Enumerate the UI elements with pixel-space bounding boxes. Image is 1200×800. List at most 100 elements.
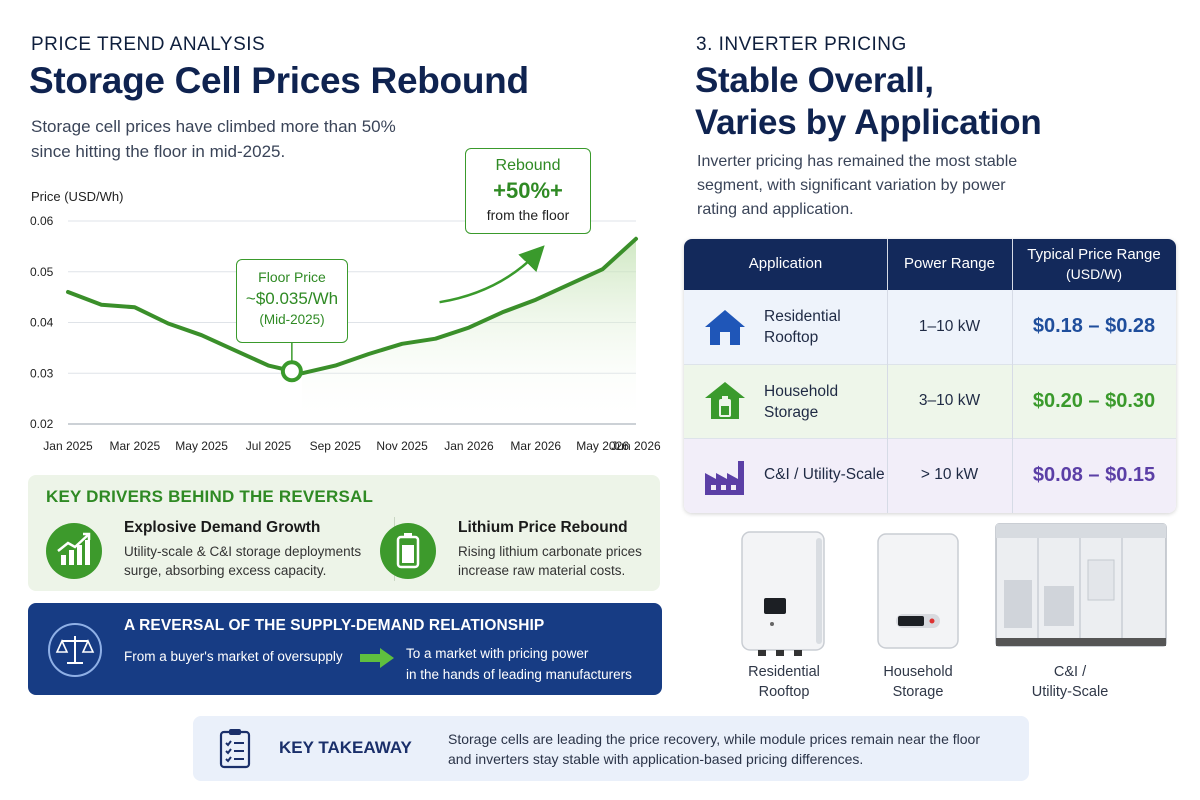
reversal-to-line-2: in the hands of leading manufacturers — [406, 667, 632, 682]
driver-1-heading: Explosive Demand Growth — [124, 519, 321, 536]
series-line — [66, 236, 638, 376]
lead-line-1: Storage cell prices have climbed more th… — [31, 117, 396, 136]
reversal-to-line-1: To a market with pricing power — [406, 646, 589, 661]
table-column-divider — [887, 239, 888, 513]
header-price-range: Typical Price Range — [1027, 246, 1161, 263]
header-price-unit: (USD/W) — [1066, 266, 1122, 282]
row-2-application: Household Storage — [764, 381, 838, 423]
product-1-line-2: Rooftop — [758, 684, 810, 700]
x-tick-label: Jul 2025 — [246, 439, 292, 453]
y-tick-label: 0.03 — [30, 366, 54, 380]
rebound-callout: Rebound +50%+ from the floor — [465, 148, 591, 234]
factory-icon — [702, 457, 748, 502]
row-2-application-line-1: Household — [764, 383, 839, 400]
product-2-line-1: Household — [883, 664, 953, 680]
driver-2-heading: Lithium Price Rebound — [458, 519, 628, 536]
row-2-price: $0.20 – $0.30 — [1032, 390, 1156, 412]
floor-callout-value: ~$0.035/Wh — [245, 289, 339, 308]
floor-callout-label: Floor Price — [258, 269, 326, 285]
house-battery-icon — [702, 379, 748, 428]
section-kicker: PRICE TREND ANALYSIS — [31, 34, 266, 55]
right-lead-line-1: Inverter pricing has remained the most s… — [697, 153, 1018, 170]
row-2-power-range: 3–10 kW — [918, 392, 981, 409]
product-3-line-2: Utility-Scale — [1031, 684, 1109, 700]
residential-inverter-image — [738, 528, 830, 665]
reversal-title: A REVERSAL OF THE SUPPLY-DEMAND RELATION… — [124, 617, 545, 634]
x-tick-label: May 2026 — [576, 439, 629, 453]
table-row: Residential Rooftop 1–10 kW $0.18 – $0.2… — [684, 290, 1176, 364]
takeaway-title: KEY TAKEAWAY — [279, 738, 412, 757]
price-line-chart: Price (USD/Wh) 0.06 0.05 0.04 0.03 0.02 Jan … — [30, 189, 661, 453]
utility-cabinet-image — [992, 520, 1170, 657]
header-application: Application — [748, 255, 823, 272]
table-header-row: Application Power Range Typical Price Ra… — [684, 239, 1176, 290]
x-tick-label: Mar 2025 — [109, 439, 160, 453]
product-label-household: Household Storage — [863, 662, 973, 702]
row-1-price: $0.18 – $0.28 — [1032, 315, 1156, 337]
table-row: Household Storage 3–10 kW $0.20 – $0.30 — [684, 364, 1176, 438]
driver-2-text-2: increase raw material costs. — [458, 563, 626, 578]
arrow-right-icon — [358, 647, 396, 674]
row-1-application-line-2: Rooftop — [764, 329, 819, 346]
key-takeaway-panel: KEY TAKEAWAY Storage cells are leading t… — [193, 716, 1029, 781]
floor-price-callout: Floor Price ~$0.035/Wh (Mid-2025) — [236, 259, 348, 343]
driver-2-text-1: Rising lithium carbonate prices — [458, 544, 642, 559]
bar-chart-growth-icon — [46, 523, 102, 579]
driver-1-text-1: Utility-scale & C&I storage deployments — [124, 544, 362, 559]
takeaway-line-1: Storage cells are leading the price reco… — [448, 731, 981, 747]
y-tick-label: 0.02 — [30, 417, 54, 431]
floor-callout-note: (Mid-2025) — [259, 312, 325, 327]
row-3-power-range: > 10 kW — [920, 466, 979, 483]
x-tick-label: Nov 2025 — [376, 439, 428, 453]
right-lead-line-2: segment, with significant variation by p… — [697, 177, 1006, 194]
product-3-line-1: C&I / — [1053, 664, 1087, 680]
driver-1-text-2: surge, absorbing excess capacity. — [124, 563, 327, 578]
clipboard-checklist-icon — [219, 727, 251, 774]
product-1-line-1: Residential — [748, 664, 820, 680]
x-tick-label: Jan 2025 — [43, 439, 93, 453]
row-3-price: $0.08 – $0.15 — [1032, 464, 1156, 486]
right-lead-line-3: rating and application. — [697, 201, 854, 218]
battery-icon — [380, 523, 436, 579]
floor-point-marker — [280, 360, 303, 383]
reversal-to-text: To a market with pricing power in the ha… — [406, 643, 632, 685]
x-tick-label: Jun 2026 — [611, 439, 661, 453]
rebound-callout-value: +50%+ — [493, 178, 563, 203]
row-3-application: C&I / Utility-Scale — [764, 466, 885, 483]
product-label-utility: C&I / Utility-Scale — [1010, 662, 1130, 702]
reversal-banner: A REVERSAL OF THE SUPPLY-DEMAND RELATION… — [28, 603, 662, 695]
rebound-callout-note: from the floor — [486, 207, 570, 223]
right-lead: Inverter pricing has remained the most s… — [697, 150, 1017, 222]
lead-line-2: since hitting the floor in mid-2025. — [31, 142, 286, 161]
page-title: Storage Cell Prices Rebound — [29, 60, 529, 101]
takeaway-line-2: and inverters stay stable with applicati… — [448, 751, 864, 767]
product-2-line-2: Storage — [892, 684, 944, 700]
balance-scale-icon — [48, 623, 102, 677]
y-tick-label: 0.05 — [30, 265, 54, 279]
x-tick-label: Jan 2026 — [444, 439, 494, 453]
right-title: Stable Overall, Varies by Application — [695, 60, 1042, 144]
household-inverter-image — [874, 530, 964, 657]
x-tick-label: Mar 2026 — [510, 439, 561, 453]
right-title-line-1: Stable Overall, — [695, 61, 934, 100]
drivers-title: KEY DRIVERS BEHIND THE REVERSAL — [46, 487, 374, 506]
row-1-power-range: 1–10 kW — [918, 318, 981, 335]
product-label-residential: Residential Rooftop — [728, 662, 840, 702]
header-power-range: Power Range — [904, 255, 995, 272]
x-tick-label: Sep 2025 — [310, 439, 362, 453]
rebound-callout-label: Rebound — [495, 157, 561, 174]
reversal-from-text: From a buyer's market of oversupply — [124, 649, 343, 664]
row-2-application-line-2: Storage — [764, 404, 819, 421]
takeaway-text: Storage cells are leading the price reco… — [448, 729, 980, 769]
table-row: C&I / Utility-Scale > 10 kW $0.08 – $0.1… — [684, 438, 1176, 513]
table-column-divider — [1012, 239, 1013, 513]
key-drivers-panel: KEY DRIVERS BEHIND THE REVERSAL Explosiv… — [28, 475, 660, 591]
x-tick-label: May 2025 — [175, 439, 228, 453]
row-1-application-line-1: Residential — [764, 308, 841, 325]
y-tick-label: 0.06 — [30, 214, 54, 228]
right-section-kicker: 3. INVERTER PRICING — [696, 34, 907, 55]
inverter-pricing-table: Application Power Range Typical Price Ra… — [684, 239, 1176, 513]
house-icon — [702, 307, 748, 352]
y-tick-label: 0.04 — [30, 316, 54, 330]
rebound-arrow — [439, 245, 545, 304]
